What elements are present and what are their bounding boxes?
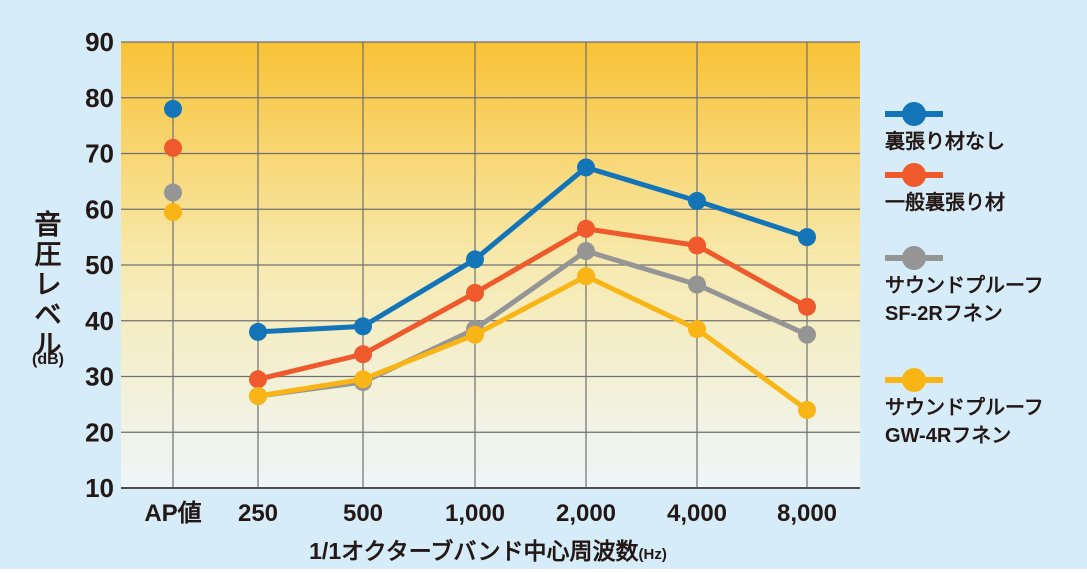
y-axis-label-char: ベ <box>35 300 62 330</box>
data-point <box>798 297 816 316</box>
series-1 <box>164 99 816 341</box>
y-tick-label: 80 <box>85 83 114 113</box>
data-point <box>354 345 372 364</box>
x-tick-label: AP値 <box>144 500 201 527</box>
y-axis-label-char: ル <box>35 330 62 360</box>
legend-swatch-marker <box>902 246 926 270</box>
ap-value-point <box>164 183 182 202</box>
y-tick-label: 50 <box>85 250 114 280</box>
series-4 <box>164 203 816 419</box>
data-point <box>798 325 816 344</box>
data-point <box>249 322 267 341</box>
y-axis-unit: (dB) <box>32 351 64 368</box>
x-tick-labels: AP値 250 500 1,000 2,000 4,000 8,000 <box>144 500 837 527</box>
x-tick-label: 250 <box>238 500 278 527</box>
data-point <box>249 370 267 389</box>
data-point <box>466 283 484 302</box>
legend-label: サウンドプルーフ <box>885 274 1044 297</box>
series-line <box>257 226 809 382</box>
legend: 裏張り材なし一般裏張り材サウンドプルーフSF-2RフネンサウンドプルーフGW-4… <box>884 102 1044 447</box>
legend-label-line2: SF-2Rフネン <box>885 302 1003 325</box>
x-tick-label: 4,000 <box>667 500 727 527</box>
legend-label: 一般裏張り材 <box>885 190 1005 214</box>
legend-label-line2: GW-4Rフネン <box>885 424 1011 447</box>
data-point <box>577 267 595 286</box>
series-2 <box>164 138 816 389</box>
y-tick-label: 90 <box>85 27 114 57</box>
y-tick-label: 30 <box>85 362 114 392</box>
x-axis-label: 1/1オクターブバンド中心周波数(Hz) <box>309 538 667 564</box>
y-tick-labels: 10 20 30 40 50 60 70 80 90 <box>85 27 114 503</box>
data-point <box>577 219 595 238</box>
legend-item-1: 裏張り材なし <box>884 102 1005 153</box>
ap-value-point <box>164 99 182 118</box>
legend-item-3: サウンドプルーフ SF-2Rフネン <box>885 246 1044 325</box>
series-line <box>257 164 808 335</box>
series-layer <box>164 99 816 419</box>
x-axis-label-text: 1/1オクターブバンド中心周波数 <box>309 538 639 564</box>
data-point <box>577 242 595 261</box>
x-tick-label: 1,000 <box>445 500 505 527</box>
y-tick-label: 20 <box>85 417 114 447</box>
y-tick-label: 60 <box>85 194 114 224</box>
data-point <box>798 228 816 247</box>
data-point <box>688 320 706 339</box>
y-axis-label-char: レ <box>35 270 62 300</box>
data-point <box>354 317 372 336</box>
legend-label: サウンドプルーフ <box>885 396 1044 419</box>
data-point <box>688 191 706 210</box>
y-axis-label-char: 圧 <box>35 240 62 270</box>
y-axis-label-char: 音 <box>35 209 62 240</box>
series-line <box>257 273 809 412</box>
x-axis-unit: (Hz) <box>639 546 667 563</box>
ap-value-point <box>164 203 182 222</box>
x-tick-label: 500 <box>343 500 383 527</box>
data-point <box>688 236 706 255</box>
data-point <box>688 275 706 294</box>
y-tick-label: 70 <box>85 139 114 169</box>
legend-swatch-marker <box>902 368 926 392</box>
x-tick-label: 2,000 <box>556 500 616 527</box>
legend-swatch-marker <box>902 102 926 126</box>
data-point <box>577 158 595 177</box>
x-tick-label: 8,000 <box>777 500 837 527</box>
legend-swatch-marker <box>902 163 926 187</box>
data-point <box>466 250 484 269</box>
y-tick-label: 40 <box>85 306 114 336</box>
ap-value-point <box>164 138 182 157</box>
legend-item-4: サウンドプルーフ GW-4Rフネン <box>885 368 1044 447</box>
legend-label: 裏張り材なし <box>884 129 1005 153</box>
y-tick-label: 10 <box>85 473 114 503</box>
data-point <box>354 370 372 389</box>
data-point <box>249 387 267 406</box>
legend-item-2: 一般裏張り材 <box>885 163 1005 214</box>
data-point <box>798 400 816 419</box>
data-point <box>466 325 484 344</box>
